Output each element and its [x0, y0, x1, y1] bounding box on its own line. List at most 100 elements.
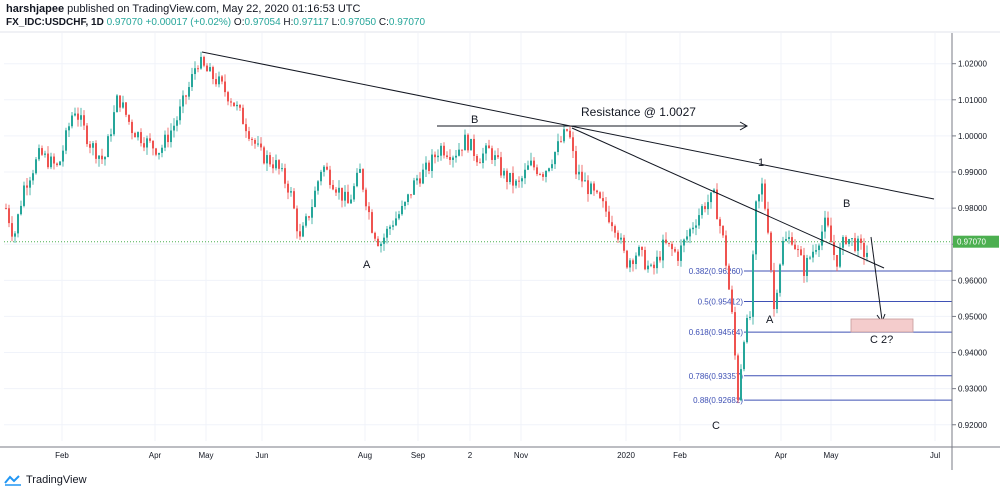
- candle-body: [269, 155, 271, 165]
- candle-body: [434, 154, 436, 158]
- candle-body: [791, 237, 793, 245]
- candle-body: [668, 242, 670, 244]
- candle-body: [482, 153, 484, 163]
- candle-body: [440, 145, 442, 156]
- candle-body: [686, 236, 688, 240]
- wave-label-c2: C 2?: [870, 334, 893, 346]
- candle-body: [662, 239, 664, 261]
- publish-info: published on TradingView.com, May 22, 20…: [67, 3, 361, 15]
- candle-body: [710, 192, 712, 203]
- candle-body: [284, 168, 286, 184]
- low-label: L:: [331, 17, 340, 28]
- candle-body: [98, 155, 100, 159]
- candle-body: [335, 189, 337, 193]
- candle-body: [647, 265, 649, 270]
- x-tick-label: May: [198, 451, 213, 460]
- last-price: 0.97070: [106, 17, 143, 28]
- candle-body: [236, 104, 238, 107]
- candle-body: [554, 151, 556, 165]
- candle-body: [476, 155, 478, 163]
- y-tick-label: 0.98000: [958, 204, 987, 213]
- candle-body: [140, 132, 142, 144]
- candle-body: [260, 143, 262, 148]
- resistance-arrowhead: [739, 121, 749, 131]
- candle-body: [296, 208, 298, 232]
- candle-body: [401, 205, 403, 215]
- candle-body: [524, 169, 526, 179]
- candle-body: [26, 185, 28, 188]
- trend-drawings: [201, 51, 935, 333]
- candle-body: [770, 232, 772, 271]
- candle-body: [407, 194, 409, 203]
- wave-label-c: C: [712, 420, 720, 432]
- y-tick-label: 1.02000: [958, 60, 987, 69]
- candle-body: [719, 219, 721, 226]
- candle-body: [761, 183, 763, 195]
- candle-body: [728, 265, 730, 290]
- low-value: 0.97050: [339, 17, 377, 28]
- candle-body: [755, 201, 757, 255]
- candle-body: [752, 254, 754, 317]
- candle-body: [356, 172, 358, 187]
- candle-body: [152, 140, 154, 149]
- candle-body: [788, 237, 790, 240]
- projection-arrow: [870, 236, 883, 321]
- candle-body: [371, 212, 373, 233]
- candle-body: [704, 206, 706, 210]
- candle-body: [311, 206, 313, 218]
- candle-body: [470, 138, 472, 151]
- y-tick-label: 1.01000: [958, 96, 987, 105]
- y-tick-label: 0.93000: [958, 385, 987, 394]
- candle-body: [212, 67, 214, 80]
- candle-body: [437, 155, 439, 158]
- candle-body: [848, 239, 850, 244]
- x-tick-label: Apr: [775, 451, 788, 460]
- candle-body: [623, 237, 625, 251]
- candle-body: [410, 194, 412, 196]
- chart-header: harshjapee published on TradingView.com,…: [6, 3, 606, 31]
- y-tick-label: 0.92000: [958, 421, 987, 430]
- candle-body: [308, 216, 310, 218]
- fib-level-label: 0.5(0.95412): [698, 298, 744, 307]
- x-tick-label: Nov: [514, 451, 528, 460]
- candle-body: [119, 95, 121, 108]
- candle-body: [395, 218, 397, 226]
- candle-body: [641, 246, 643, 250]
- candle-body: [566, 129, 568, 131]
- candle-body: [443, 145, 445, 156]
- wave-label-a1: A: [363, 259, 371, 271]
- ohlc-line: FX_IDC:USDCHF, 1D 0.97070 +0.00017 (+0.0…: [6, 16, 606, 29]
- high-label: H:: [283, 17, 294, 28]
- candle-body: [347, 191, 349, 204]
- candle-body: [545, 170, 547, 177]
- candle-body: [65, 130, 67, 151]
- candle-body: [851, 238, 853, 240]
- candle-body: [20, 205, 22, 215]
- candle-body: [425, 162, 427, 170]
- author-name[interactable]: harshjapee: [6, 3, 65, 15]
- candle-body: [665, 239, 667, 243]
- price-chart[interactable]: 0.382(0.96260) 0.5(0.95412) 0.618(0.94564)…: [0, 0, 1000, 470]
- candle-body: [71, 115, 73, 127]
- y-tick-label: 0.96000: [958, 276, 987, 285]
- tradingview-brand[interactable]: TradingView: [26, 474, 87, 486]
- open-value: 0.97054: [244, 17, 281, 28]
- candle-body: [806, 257, 808, 276]
- candle-body: [287, 183, 289, 193]
- close-label: C:: [378, 17, 389, 28]
- candle-body: [830, 225, 832, 243]
- candle-body: [23, 185, 25, 206]
- candle-body: [653, 264, 655, 269]
- candle-body: [185, 95, 187, 97]
- candle-body: [776, 292, 778, 309]
- candle-body: [458, 149, 460, 156]
- trendline-lower: [571, 127, 885, 269]
- candle-body: [551, 164, 553, 169]
- candle-body: [209, 67, 211, 72]
- publish-line: harshjapee published on TradingView.com,…: [6, 3, 606, 16]
- candle-body: [77, 113, 79, 120]
- candle-body: [737, 355, 739, 401]
- candle-body: [527, 165, 529, 170]
- candle-body: [794, 244, 796, 250]
- candle-body: [557, 141, 559, 152]
